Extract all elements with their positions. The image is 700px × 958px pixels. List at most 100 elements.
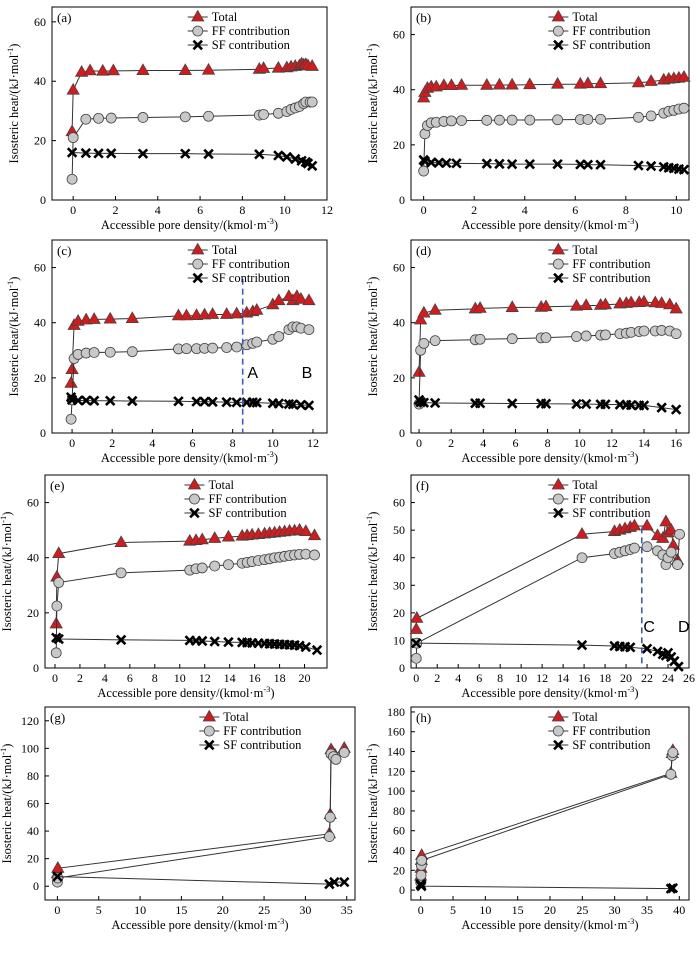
chart-panel-c: 0 2 4 6 8 10 12 0 20 40 60 Accessible pore density/… (5, 239, 328, 465)
data-point (271, 60, 286, 73)
x-tick-label: 25 (576, 903, 588, 917)
data-point (338, 747, 350, 758)
data-point (181, 343, 192, 355)
legend-entry: SF contribution (572, 506, 651, 520)
x-tick-label: 12 (321, 203, 333, 217)
x-tick-label: 15 (175, 903, 187, 917)
data-point (678, 102, 690, 114)
data-point (53, 633, 64, 645)
panel-letter: (f) (416, 478, 429, 493)
data-point (83, 63, 97, 76)
x-tick-label: 12 (199, 671, 211, 685)
series-total (409, 514, 685, 634)
data-point (323, 831, 335, 842)
data-point (96, 63, 110, 76)
series-sf (415, 878, 679, 894)
data-point (582, 159, 594, 170)
series-line (420, 750, 674, 877)
data-point (571, 331, 582, 342)
legend-entry: SF contribution (212, 38, 291, 52)
data-point (507, 398, 518, 409)
data-point (221, 529, 236, 542)
legend-entry: FF contribution (208, 492, 287, 506)
y-axis-label: Isosteric heat/(kJ·mol-1) (5, 277, 21, 397)
data-point (506, 158, 518, 170)
series-line (418, 301, 677, 373)
legend-entry: Total (223, 710, 249, 724)
data-point (52, 546, 66, 559)
series-sf (413, 394, 682, 415)
x-tick-label: 20 (217, 903, 229, 917)
x-tick-label: 30 (609, 903, 621, 917)
data-point (80, 395, 92, 406)
legend-entry: Total (212, 10, 238, 24)
data-point (569, 298, 584, 311)
data-point (103, 311, 117, 324)
data-point (506, 333, 518, 345)
x-tick-label: 4 (155, 203, 161, 217)
data-point (625, 399, 637, 411)
data-point (581, 76, 595, 89)
y-axis-label: Isosteric heat/(kJ·mol-1) (364, 512, 380, 632)
chart-panel-h: 0 5 10 15 20 25 30 35 40 0 20 40 60 80 100 120 140 160 180… (364, 705, 690, 932)
x-tick-label: 0 (416, 436, 422, 450)
data-point (329, 876, 340, 888)
x-tick-label: 16 (670, 436, 682, 450)
data-point (199, 396, 210, 407)
data-point (524, 158, 536, 170)
data-point (93, 112, 104, 124)
data-point (523, 77, 537, 90)
x-tick-label: 12 (307, 436, 319, 450)
y-tick-label: 20 (393, 138, 405, 152)
data-point (580, 330, 592, 342)
legend-entry: SF contribution (208, 506, 287, 520)
data-point (638, 325, 650, 337)
series-total (49, 522, 322, 629)
legend-entry: SF contribution (572, 738, 651, 752)
data-point (644, 74, 658, 86)
data-point (221, 396, 232, 408)
data-point (672, 559, 683, 571)
y-tick-label: 40 (393, 551, 405, 565)
x-tick-label: 8 (623, 203, 629, 217)
x-tick-label: 2 (109, 436, 115, 450)
data-point (506, 114, 518, 126)
x-tick-label: 22 (641, 671, 653, 685)
data-point (88, 395, 100, 406)
data-point (664, 522, 678, 535)
data-point (115, 634, 127, 646)
region-label: A (247, 365, 258, 382)
y-tick-label: 100 (21, 741, 39, 755)
x-tick-label: 10 (279, 203, 291, 217)
y-tick-label: 30 (393, 578, 405, 592)
data-point (191, 396, 202, 407)
series-total (416, 69, 691, 103)
y-tick-label: 20 (27, 606, 39, 620)
data-point (505, 77, 519, 90)
legend-entry: FF contribution (212, 257, 291, 271)
data-point (300, 641, 312, 653)
y-tick-label: 20 (27, 852, 39, 866)
x-tick-label: 0 (413, 671, 419, 685)
data-point (416, 855, 428, 866)
series-line (70, 396, 309, 406)
data-point (409, 622, 423, 634)
data-point (221, 342, 233, 353)
legend-marker (551, 9, 566, 22)
x-tick-label: 6 (572, 203, 578, 217)
data-point (294, 291, 308, 304)
data-point (480, 77, 494, 90)
data-point (631, 75, 646, 88)
series-total (414, 743, 680, 881)
series-total (65, 56, 319, 137)
series-ff (65, 321, 315, 425)
legend-marker (553, 39, 564, 51)
y-tick-label: 0 (33, 879, 39, 893)
legend-entry: Total (208, 478, 234, 492)
data-point (197, 635, 208, 647)
data-point (104, 346, 116, 358)
data-point (339, 876, 350, 888)
data-point (417, 305, 431, 318)
x-tick-label: 0 (52, 671, 58, 685)
